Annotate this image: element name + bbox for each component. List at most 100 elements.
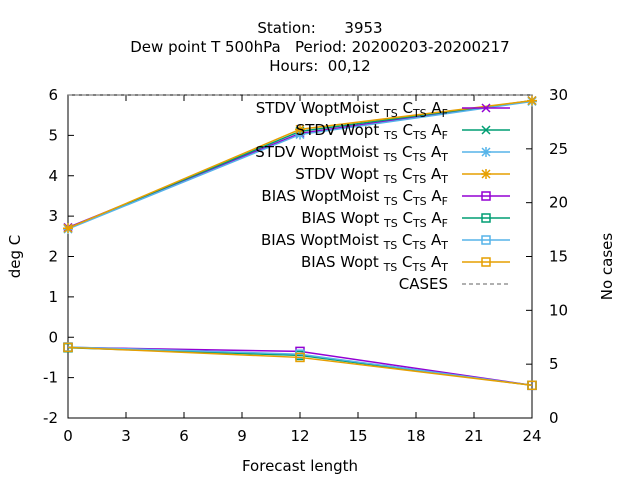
legend-label-part: STDV WoptMoist — [255, 143, 383, 161]
legend-sample — [462, 213, 510, 223]
x-tick-label: 9 — [237, 427, 247, 445]
legend-label-part: A — [426, 165, 442, 183]
legend-label-part: TS — [383, 195, 398, 208]
legend-label-part: TS — [412, 239, 427, 252]
y2-axis-label: No cases — [598, 233, 616, 301]
legend-label-part: T — [440, 261, 448, 274]
legend-label-part: C — [397, 231, 412, 249]
legend-label-part: F — [442, 107, 448, 120]
legend-label-part: STDV Wopt — [295, 165, 383, 183]
legend-sample — [462, 147, 510, 157]
x-tick-label: 6 — [179, 427, 189, 445]
legend-label-part: T — [440, 151, 448, 164]
legend-label-part: T — [440, 239, 448, 252]
legend-label-part: STDV WoptMoist — [256, 99, 384, 117]
legend-label-part: A — [427, 99, 443, 117]
legend-label-part: A — [426, 143, 442, 161]
y-tick-label: 6 — [48, 86, 58, 104]
legend-label-part: TS — [383, 107, 398, 120]
y2-tick-label: 25 — [549, 140, 568, 158]
legend-marker — [481, 125, 491, 135]
legend-label-part: F — [442, 217, 448, 230]
legend-label: STDV WoptMoist TS CTS AT — [255, 143, 448, 164]
series-4 — [63, 95, 537, 234]
legend-label-part: A — [426, 231, 442, 249]
legend-label-part: STDV Wopt — [296, 121, 384, 139]
legend-label: BIAS Wopt TS CTS AT — [301, 253, 448, 274]
legend-label-part: C — [398, 121, 413, 139]
legend-label-part: C — [397, 253, 412, 271]
legend-label-part: TS — [383, 261, 398, 274]
chart-title-hours: Hours: 00,12 — [269, 57, 371, 75]
series-line — [67, 346, 533, 387]
legend-sample — [462, 235, 510, 245]
y2-tick-label: 0 — [549, 409, 559, 427]
legend-label-part: F — [442, 129, 448, 142]
x-tick-label: 0 — [63, 427, 73, 445]
y-tick-label: 3 — [48, 207, 58, 225]
legend-label-part: TS — [412, 195, 427, 208]
y-tick-label: 4 — [48, 167, 58, 185]
legend-label: STDV Wopt TS CTS AT — [295, 165, 448, 186]
legend-label-part: F — [442, 195, 448, 208]
y2-tick-label: 15 — [549, 248, 568, 266]
series-line — [67, 346, 533, 387]
legend-label-part: A — [427, 187, 443, 205]
x-tick-label: 3 — [121, 427, 131, 445]
legend-label-part: C — [398, 99, 413, 117]
y2-tick-label: 30 — [549, 86, 568, 104]
legend-sample — [462, 125, 510, 135]
legend-marker — [481, 103, 491, 113]
legend-label-part: TS — [412, 129, 427, 142]
y2-tick-label: 10 — [549, 301, 568, 319]
y2-tick-label: 5 — [549, 355, 559, 373]
legend-label-part: BIAS Wopt — [301, 253, 384, 271]
legend-label-part: A — [426, 253, 442, 271]
legend-label-part: TS — [412, 261, 427, 274]
legend-label-part: BIAS Wopt — [301, 209, 384, 227]
x-tick-label: 15 — [348, 427, 367, 445]
y-axis-label: deg C — [6, 235, 24, 279]
legend-marker — [481, 213, 491, 223]
legend-label-part: TS — [383, 173, 398, 186]
legend-label: STDV Wopt TS CTS AF — [296, 121, 448, 142]
legend-label-part: C — [398, 187, 413, 205]
legend-label-cases: CASES — [399, 275, 448, 293]
x-tick-label: 12 — [290, 427, 309, 445]
series-8 — [63, 342, 537, 391]
y-tick-label: 1 — [48, 288, 58, 306]
y-tick-label: -1 — [43, 369, 58, 387]
y-tick-label: -2 — [43, 409, 58, 427]
legend-label-part: TS — [412, 173, 427, 186]
legend-label-part: TS — [383, 239, 398, 252]
legend-label-part: A — [427, 209, 443, 227]
y-tick-label: 0 — [48, 328, 58, 346]
data-point — [295, 352, 305, 363]
data-point — [527, 380, 537, 391]
legend-label-part: BIAS WoptMoist — [261, 231, 384, 249]
legend-label: BIAS WoptMoist TS CTS AF — [261, 187, 448, 208]
legend-sample — [462, 191, 510, 201]
data-point — [63, 342, 73, 353]
legend-label-part: TS — [412, 107, 427, 120]
legend-label-part: T — [440, 173, 448, 186]
x-tick-label: 21 — [464, 427, 483, 445]
x-axis-label: Forecast length — [242, 457, 358, 475]
legend-sample — [462, 257, 510, 267]
legend-sample — [462, 103, 510, 113]
legend-label-part: BIAS WoptMoist — [261, 187, 384, 205]
x-tick-label: 18 — [406, 427, 425, 445]
y2-tick-label: 20 — [549, 194, 568, 212]
legend-label: BIAS Wopt TS CTS AF — [301, 209, 448, 230]
legend-label-part: A — [427, 121, 443, 139]
legend-marker — [481, 257, 491, 267]
legend-sample — [462, 169, 510, 179]
legend-marker — [481, 235, 491, 245]
legend-label-part: C — [397, 165, 412, 183]
y-tick-label: 2 — [48, 248, 58, 266]
legend-label-part: C — [397, 143, 412, 161]
legend-label-part: TS — [383, 129, 398, 142]
legend-marker — [481, 191, 491, 201]
legend-label: BIAS WoptMoist TS CTS AT — [261, 231, 448, 252]
